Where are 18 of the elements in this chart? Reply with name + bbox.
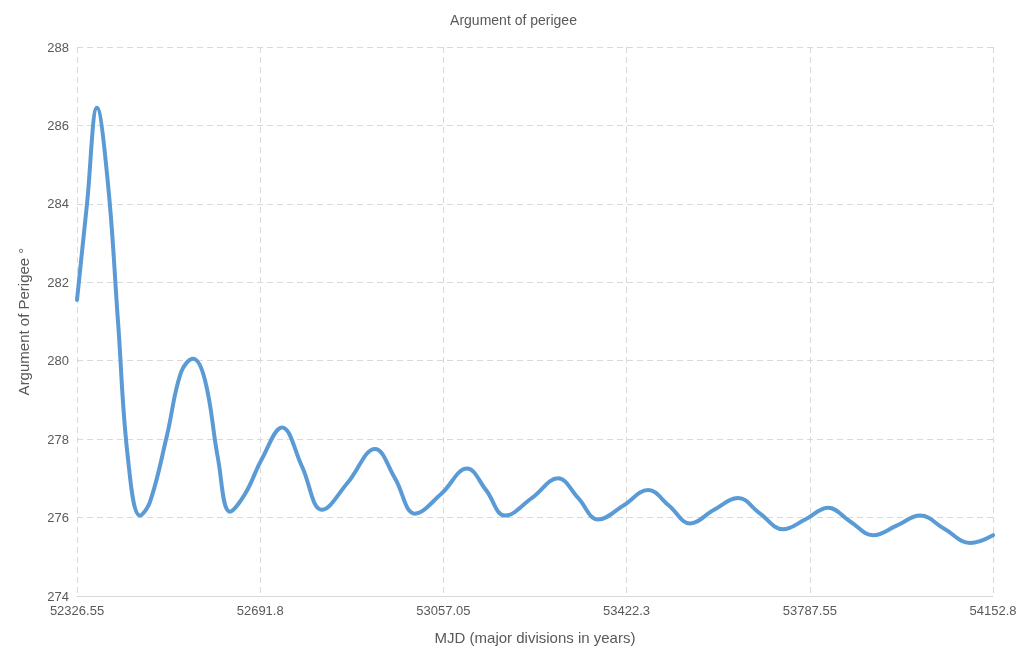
y-axis-title: Argument of Perigee ° <box>15 247 32 396</box>
y-tick-label: 280 <box>47 353 69 369</box>
x-tick-label: 53787.55 <box>782 603 837 618</box>
y-tick-label: 278 <box>47 431 69 447</box>
chart-title: Argument of perigee <box>450 12 578 28</box>
x-tick-label: 54152.8 <box>969 603 1017 618</box>
x-tick-label: 52326.55 <box>49 603 105 618</box>
x-tick-label: 53422.3 <box>603 603 651 618</box>
y-tick-label: 284 <box>47 196 69 212</box>
line-series <box>75 105 995 546</box>
y-tick-label: 274 <box>47 588 69 604</box>
x-tick-label: 53057.05 <box>416 603 471 618</box>
y-tick-label: 288 <box>47 39 69 55</box>
y-tick-label: 282 <box>47 274 69 290</box>
y-tick-label: 276 <box>47 510 69 526</box>
x-axis-title: MJD (major divisions in years) <box>434 629 636 646</box>
y-tick-label: 286 <box>47 117 69 133</box>
x-tick-label: 52691.8 <box>236 603 284 618</box>
